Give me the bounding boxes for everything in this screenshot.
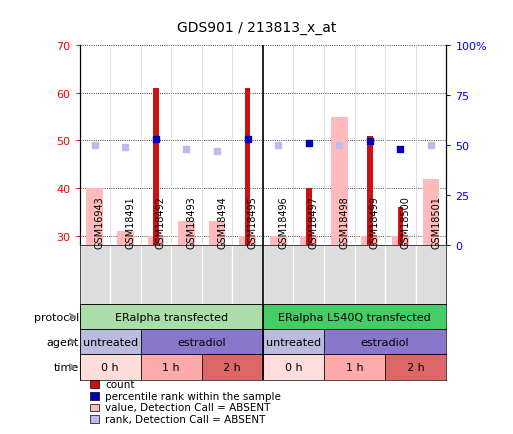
Text: GSM18499: GSM18499: [370, 196, 380, 249]
Bar: [202, 355, 263, 380]
Bar: [153, 89, 159, 246]
Text: agent: agent: [47, 337, 79, 347]
Bar: [80, 329, 141, 355]
Point: [121, 145, 129, 151]
Text: estradiol: estradiol: [361, 337, 409, 347]
Text: untreated: untreated: [83, 337, 137, 347]
Text: estradiol: estradiol: [177, 337, 226, 347]
Bar: [300, 236, 317, 246]
Bar: [209, 222, 226, 246]
Bar: [263, 355, 324, 380]
Text: 1 h: 1 h: [346, 362, 363, 372]
Bar: [367, 136, 372, 246]
Bar: [245, 89, 250, 246]
Text: protocol: protocol: [34, 312, 79, 322]
Bar: [385, 355, 446, 380]
Text: 0 h: 0 h: [101, 362, 119, 372]
Point: [366, 138, 374, 145]
Bar: [324, 329, 446, 355]
Point: [397, 146, 405, 153]
Bar: [263, 304, 446, 329]
Text: rank, Detection Call = ABSENT: rank, Detection Call = ABSENT: [105, 414, 266, 424]
Text: GSM18496: GSM18496: [278, 196, 288, 249]
Point: [91, 142, 99, 149]
Bar: [324, 355, 385, 380]
Bar: [178, 222, 195, 246]
Point: [183, 146, 191, 153]
Text: count: count: [105, 379, 135, 389]
Text: GSM18498: GSM18498: [339, 196, 349, 249]
Text: GSM18494: GSM18494: [217, 196, 227, 249]
Bar: [392, 236, 409, 246]
Bar: [80, 355, 141, 380]
Bar: [141, 355, 202, 380]
Bar: [86, 189, 103, 246]
Point: [152, 136, 160, 143]
Point: [335, 142, 343, 149]
Text: GSM18492: GSM18492: [156, 196, 166, 249]
Text: untreated: untreated: [266, 337, 321, 347]
Bar: [239, 236, 256, 246]
Bar: [362, 236, 378, 246]
Text: 0 h: 0 h: [285, 362, 302, 372]
Text: value, Detection Call = ABSENT: value, Detection Call = ABSENT: [105, 403, 270, 412]
Text: ERalpha L540Q transfected: ERalpha L540Q transfected: [278, 312, 431, 322]
Text: 1 h: 1 h: [163, 362, 180, 372]
Text: ERalpha transfected: ERalpha transfected: [114, 312, 228, 322]
Text: GSM18501: GSM18501: [431, 196, 441, 249]
Text: time: time: [54, 362, 79, 372]
Text: 2 h: 2 h: [407, 362, 425, 372]
Bar: [117, 231, 134, 246]
Text: 2 h: 2 h: [224, 362, 241, 372]
Text: GSM18497: GSM18497: [309, 196, 319, 249]
Bar: [398, 207, 403, 246]
Text: GSM18500: GSM18500: [401, 196, 410, 249]
Text: GSM18493: GSM18493: [187, 196, 196, 249]
Bar: [306, 189, 311, 246]
Point: [213, 148, 221, 155]
Bar: [263, 329, 324, 355]
Text: GSM16943: GSM16943: [95, 196, 105, 249]
Text: GDS901 / 213813_x_at: GDS901 / 213813_x_at: [177, 21, 336, 35]
Bar: [148, 236, 164, 246]
Text: GSM18491: GSM18491: [125, 196, 135, 249]
Point: [274, 142, 282, 149]
Bar: [331, 117, 348, 246]
Text: GSM18495: GSM18495: [248, 196, 258, 249]
Point: [427, 142, 435, 149]
Point: [244, 136, 252, 143]
Bar: [270, 236, 287, 246]
Bar: [141, 329, 263, 355]
Text: percentile rank within the sample: percentile rank within the sample: [105, 391, 281, 401]
Point: [305, 140, 313, 147]
Bar: [423, 179, 440, 246]
Bar: [80, 304, 263, 329]
